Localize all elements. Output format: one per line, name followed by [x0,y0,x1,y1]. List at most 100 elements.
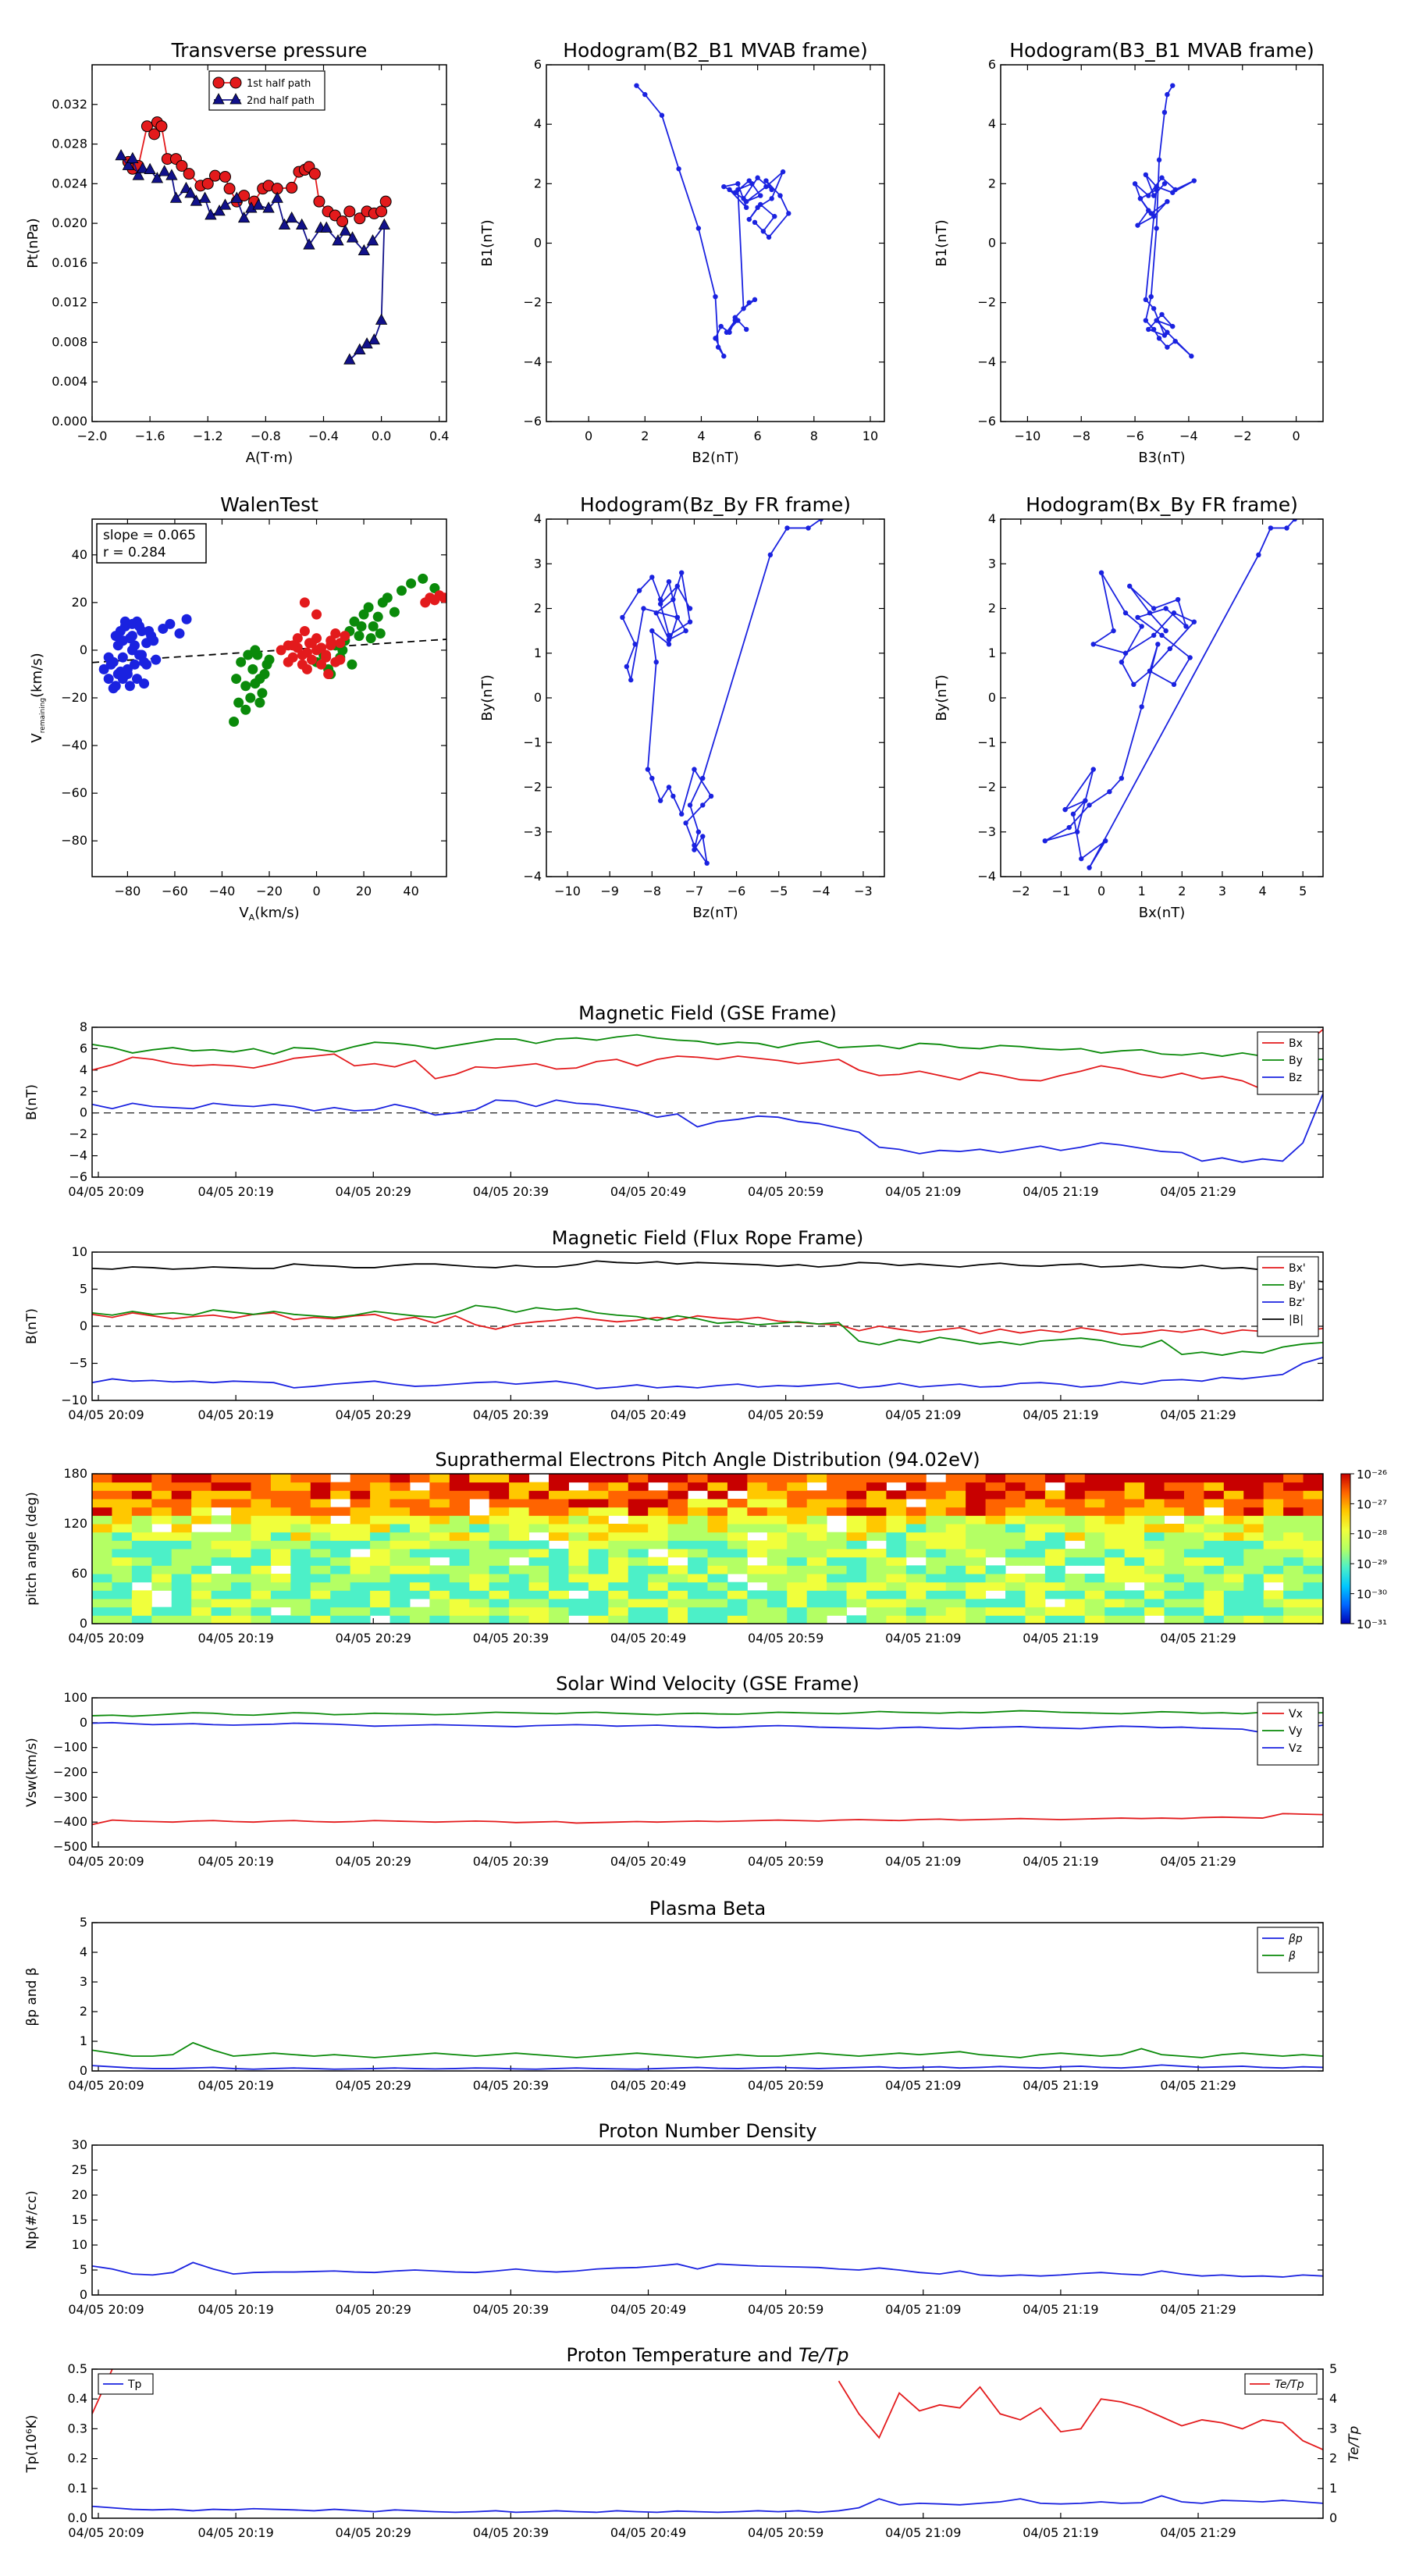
data-point [240,704,251,715]
heatmap-cell [1283,1507,1304,1516]
heatmap-cell [92,1540,112,1550]
heatmap-cell [1283,1549,1304,1558]
heatmap-cell [1104,1574,1126,1583]
data-point [122,158,134,170]
data-point [746,300,752,305]
data-point [323,668,334,679]
heatmap-cell [1243,1590,1264,1599]
heatmap-cell [926,1524,947,1533]
heatmap-cell [92,1499,112,1508]
heatmap-cell [966,1490,987,1500]
data-point [1163,606,1168,611]
series-line [92,1721,1323,1734]
axes-frame [1000,64,1324,422]
heatmap-cell [1065,1499,1086,1508]
data-point [649,628,655,634]
heatmap-cell [1223,1615,1244,1624]
data-point [700,834,706,839]
data-point [679,570,685,575]
colorbar-tick-label: 10⁻²⁸ [1357,1528,1387,1542]
heatmap-cell [846,1515,867,1525]
data-point [1284,525,1289,531]
y-tick-label: 3 [988,556,996,571]
heatmap-cell [449,1606,470,1616]
heatmap-cell [151,1549,173,1558]
heatmap-cell [251,1507,272,1516]
heatmap-cell [290,1482,311,1491]
data-point [126,631,137,642]
heatmap-cell [667,1590,688,1599]
data-point [1268,525,1274,531]
heatmap-cell [251,1524,272,1533]
heatmap-cell [1144,1574,1165,1583]
data-point [132,169,144,180]
data-point [229,717,240,728]
heatmap-cell [727,1524,748,1533]
heatmap-cell [211,1474,232,1483]
heatmap-cell [310,1524,331,1533]
heatmap-cell [1283,1482,1304,1491]
heatmap-cell [131,1532,152,1541]
data-point [372,611,383,622]
data-point [1119,775,1125,781]
heatmap-cell [588,1557,609,1566]
data-point [683,628,688,634]
x-tick-label: −60 [162,884,188,898]
heatmap-cell [648,1524,669,1533]
plot-area [92,1710,1323,1826]
heatmap-cell [787,1549,808,1558]
heatmap-cell [945,1606,966,1616]
x-tick-label: −7 [685,884,704,898]
legend-box [1257,1031,1319,1095]
data-point [683,820,688,826]
heatmap-cell [151,1515,173,1525]
heatmap-cell [846,1557,867,1566]
heatmap-cell [151,1582,173,1591]
heatmap-cell [1084,1507,1105,1516]
heatmap-cell [151,1557,173,1566]
heatmap-cell [1204,1540,1225,1550]
heatmap-cell [270,1499,291,1508]
heatmap-cell [350,1532,371,1541]
heatmap-cell [985,1540,1006,1550]
x-tick-label: 20 [356,884,372,898]
data-point [190,194,203,206]
data-point [356,621,367,632]
heatmap-cell [966,1557,987,1566]
heatmap-cell [409,1540,430,1550]
heatmap-cell [469,1490,490,1500]
heatmap-cell [926,1599,947,1608]
heatmap-cell [1223,1565,1244,1574]
data-point [780,169,786,175]
legend-label: |B| [1289,1314,1304,1326]
heatmap-cell [1124,1540,1145,1550]
colorbar [1340,1473,1351,1624]
heatmap-cell [707,1606,728,1616]
heatmap-cell [1223,1532,1244,1541]
heatmap-cell [251,1582,272,1591]
x-tick-label: 04/05 20:29 [336,2078,411,2093]
heatmap-cell [707,1615,728,1624]
heatmap-cell [568,1540,589,1550]
heatmap-cell [1204,1532,1225,1541]
heatmap-cell [191,1532,212,1541]
heatmap-cell [310,1507,331,1516]
heatmap-cell [1183,1574,1204,1583]
heatmap-cell [1124,1590,1145,1599]
y-tick-label: 3 [534,556,542,571]
data-point [137,162,149,173]
heatmap-cell [1044,1582,1065,1591]
heatmap-cell [231,1549,251,1558]
heatmap-cell [985,1582,1006,1591]
heatmap-cell [1263,1507,1284,1516]
heatmap-cell [806,1599,827,1608]
heatmap-cell [827,1574,848,1583]
heatmap-cell [112,1490,133,1500]
heatmap-cell [528,1565,550,1574]
data-point [229,93,242,105]
heatmap-cell [409,1515,430,1525]
heatmap-cell [866,1524,887,1533]
x-tick-label: 0.4 [429,429,449,443]
data-point [1098,570,1104,575]
heatmap-cell [1065,1557,1086,1566]
